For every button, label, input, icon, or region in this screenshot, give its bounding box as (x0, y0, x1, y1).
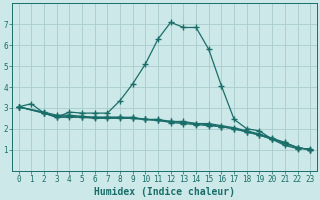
X-axis label: Humidex (Indice chaleur): Humidex (Indice chaleur) (94, 186, 235, 197)
